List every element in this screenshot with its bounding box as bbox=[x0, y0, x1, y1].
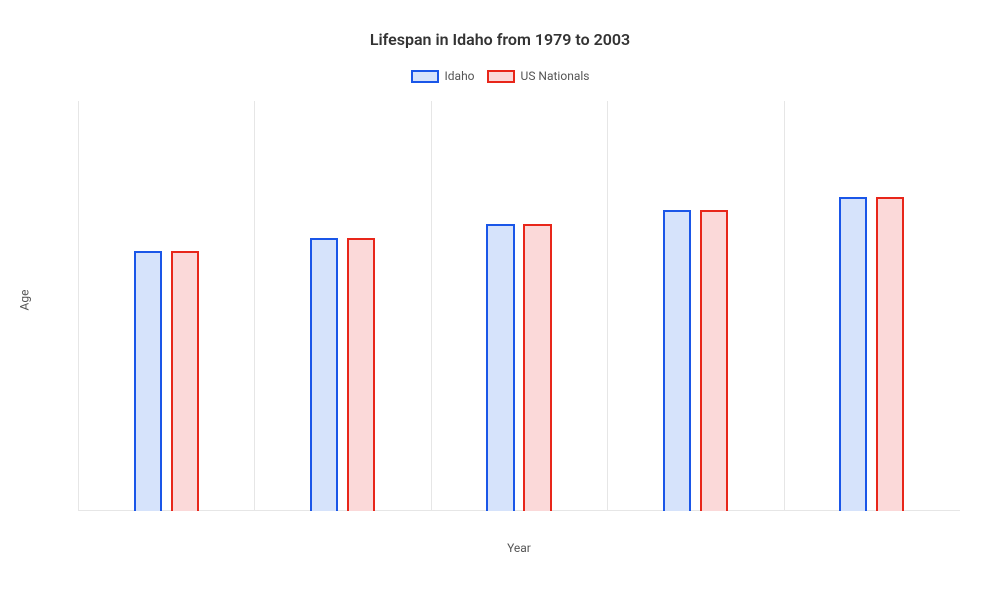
plot-area: 60657075808520012002200320042005 bbox=[78, 101, 960, 511]
legend-label-idaho: Idaho bbox=[445, 69, 475, 83]
legend-item-us: US Nationals bbox=[487, 69, 590, 83]
bar-us-nationals bbox=[523, 224, 551, 511]
gridline bbox=[431, 101, 432, 511]
y-axis-label: Age bbox=[17, 290, 31, 311]
legend: Idaho US Nationals bbox=[20, 69, 980, 83]
chart-container: Lifespan in Idaho from 1979 to 2003 Idah… bbox=[0, 0, 1000, 600]
bar-idaho bbox=[310, 238, 338, 511]
gridline bbox=[607, 101, 608, 511]
legend-item-idaho: Idaho bbox=[411, 69, 475, 83]
legend-swatch-us bbox=[487, 70, 515, 83]
legend-label-us: US Nationals bbox=[521, 69, 590, 83]
gridline bbox=[784, 101, 785, 511]
legend-swatch-idaho bbox=[411, 70, 439, 83]
bar-idaho bbox=[134, 251, 162, 511]
bar-us-nationals bbox=[876, 197, 904, 511]
chart-title: Lifespan in Idaho from 1979 to 2003 bbox=[20, 30, 980, 49]
bar-us-nationals bbox=[171, 251, 199, 511]
bar-us-nationals bbox=[700, 210, 728, 511]
bar-us-nationals bbox=[347, 238, 375, 511]
gridline bbox=[254, 101, 255, 511]
gridline bbox=[78, 101, 79, 511]
bar-idaho bbox=[839, 197, 867, 511]
bar-idaho bbox=[663, 210, 691, 511]
bar-idaho bbox=[486, 224, 514, 511]
plot-wrap: 60657075808520012002200320042005 bbox=[78, 101, 960, 511]
x-axis-label: Year bbox=[58, 541, 980, 555]
